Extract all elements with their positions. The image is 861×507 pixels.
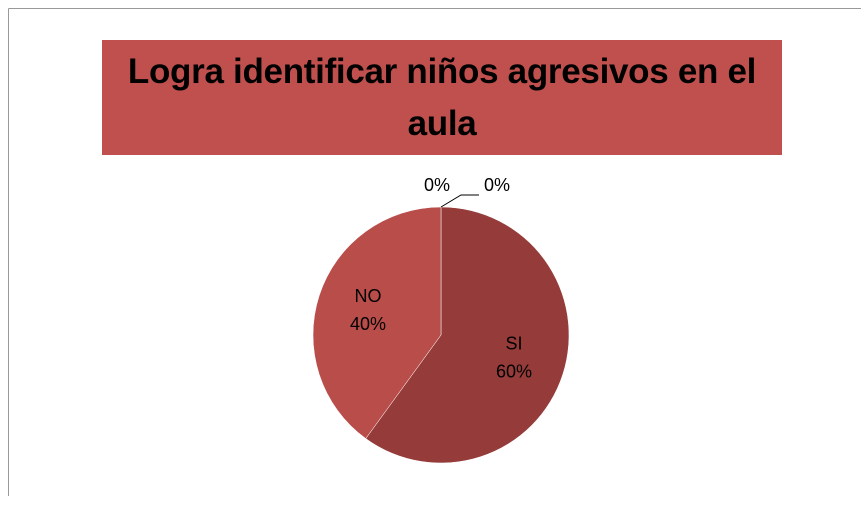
slice-category-label: SI (506, 333, 523, 353)
slice-value-label: 40% (350, 314, 386, 334)
leader-line (440, 194, 479, 208)
slice-value-label: 60% (496, 361, 532, 381)
chart-title: Logra identificar niños agresivos en el … (102, 40, 782, 155)
slice-category-label: NO (354, 286, 381, 306)
pie-slice (365, 206, 570, 464)
slice-value-label: 0% (424, 175, 450, 195)
pie-slice (312, 206, 442, 439)
slice-value-label: 0% (484, 175, 510, 195)
